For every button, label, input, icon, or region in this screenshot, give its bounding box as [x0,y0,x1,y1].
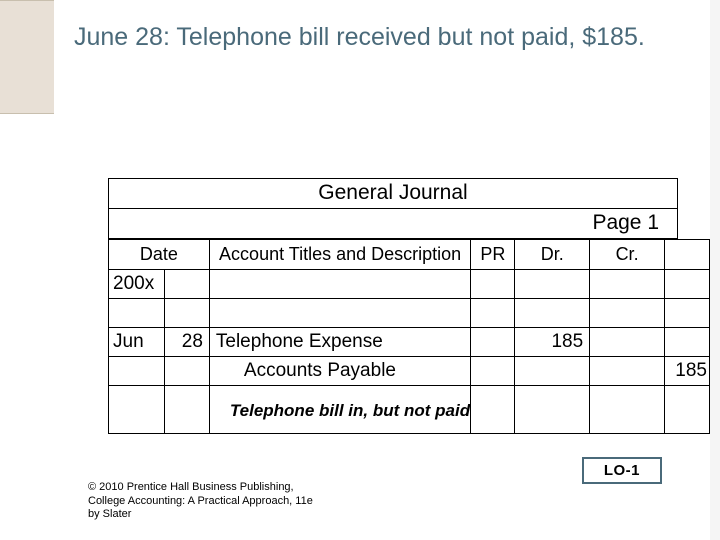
cell-month: Jun [109,328,165,357]
cell-pr [471,270,515,299]
col-desc: Account Titles and Description [209,240,470,270]
cell-day [164,386,209,434]
cell-desc: Telephone bill in, but not paid [209,386,470,434]
cell-cr [590,386,665,434]
cell-pr [471,328,515,357]
cell-pr [471,299,515,328]
journal-container: General Journal Page 1 Date Account Titl… [108,178,678,434]
table-row: 200x [109,270,710,299]
slide-title: June 28: Telephone bill received but not… [74,22,670,53]
cell-day: 28 [164,328,209,357]
table-row [109,299,710,328]
cell-dr: 185 [515,328,590,357]
cell-desc [209,270,470,299]
cell-dr [515,357,590,386]
table-row: Jun 28 Telephone Expense 185 [109,328,710,357]
left-accent-block [0,0,54,114]
col-date: Date [109,240,210,270]
journal-heading: General Journal [108,178,678,209]
slide: June 28: Telephone bill received but not… [0,0,720,540]
cell-day [164,270,209,299]
col-dr: Dr. [515,240,590,270]
cell-month [109,299,165,328]
cell-note-text: Telephone bill in, but not paid [216,401,470,421]
col-pr: PR [471,240,515,270]
col-cr: Cr. [590,240,665,270]
table-row: Accounts Payable 185 [109,357,710,386]
cell-dr [515,386,590,434]
cell-cr [590,299,665,328]
cell-pr [471,357,515,386]
cell-dr [515,270,590,299]
cell-day [164,357,209,386]
cell-desc: Accounts Payable [209,357,470,386]
cell-desc [209,299,470,328]
journal-table: Date Account Titles and Description PR D… [108,239,710,434]
col-cr-extra [664,240,709,270]
copyright-text: © 2010 Prentice Hall Business Publishing… [88,481,318,522]
table-row: Telephone bill in, but not paid [109,386,710,434]
table-header-row: Date Account Titles and Description PR D… [109,240,710,270]
cell-cr [590,270,665,299]
cell-cr-extra [664,386,709,434]
journal-page-label: Page 1 [108,209,678,239]
cell-day [164,299,209,328]
cell-month [109,386,165,434]
cell-cr-extra [664,328,709,357]
cell-month [109,357,165,386]
cell-month: 200x [109,270,165,299]
cell-dr [515,299,590,328]
cell-cr [590,357,665,386]
learning-objective-badge: LO-1 [582,457,662,484]
cell-cr [590,328,665,357]
cell-desc-text: Accounts Payable [216,360,470,382]
cell-cr-extra [664,299,709,328]
right-margin-strip [710,0,720,540]
cell-cr-extra: 185 [664,357,709,386]
cell-desc: Telephone Expense [209,328,470,357]
cell-pr [471,386,515,434]
cell-cr-extra [664,270,709,299]
